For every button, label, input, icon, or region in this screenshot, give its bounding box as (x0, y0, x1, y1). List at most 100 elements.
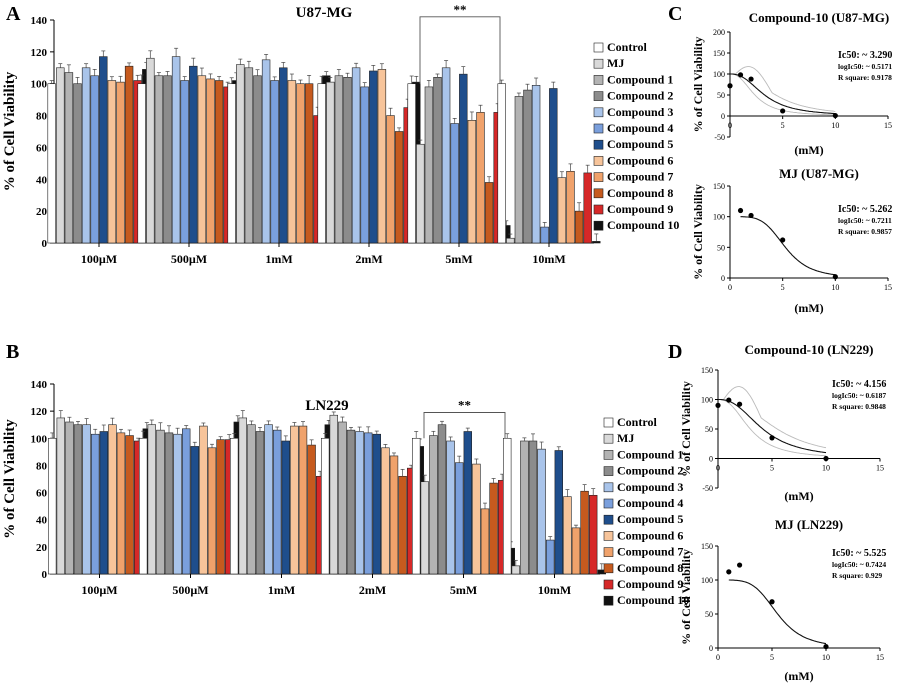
y-tick-label: 0 (42, 569, 48, 581)
bar-compound-8-10mm (574, 210, 584, 244)
bar-compound-3-500-m (171, 56, 181, 244)
data-point (726, 397, 732, 403)
bar-compound-7-100-m (116, 432, 126, 575)
x-tick-label: 10 (831, 283, 839, 292)
bar-compound-8-100-m (125, 435, 134, 575)
bar-control-10mm (497, 83, 506, 244)
data-point (737, 72, 744, 78)
x-tick-label: 5 (781, 121, 785, 130)
legend-entry-compound-10: Compound 10 (617, 593, 689, 607)
bar-control-100-m (47, 437, 57, 575)
x-tick-label: 5 (781, 283, 785, 292)
y-tick-label: 80 (36, 460, 48, 472)
legend-swatch-mj (603, 433, 614, 444)
y-tick-label: 50 (717, 91, 725, 100)
legend-swatch-compound-7 (593, 172, 604, 182)
x-axis-label: (mM) (784, 669, 813, 683)
legend-swatch-compound-6 (593, 156, 604, 166)
bar-compound-7-100-m (116, 81, 125, 244)
stat-line: logIc50: ~ 0.7424 (832, 560, 886, 569)
bar-compound-2-1mm (255, 431, 265, 575)
legend-swatch-control (593, 42, 604, 53)
y-tick-label: 100 (31, 79, 48, 91)
x-axis-label: (mM) (784, 489, 813, 503)
x-tick-label: 0 (716, 653, 720, 662)
data-point (823, 455, 829, 462)
bar-compound-8-100-m (124, 65, 134, 244)
bar-compound-1-500-m (156, 429, 165, 575)
legend-swatch-compound-3 (593, 107, 604, 118)
x-tick-label: 15 (876, 653, 884, 662)
x-tick-label: 5mM (445, 252, 472, 266)
bar-compound-7-500-m (206, 78, 215, 244)
x-tick-label: 1mM (265, 252, 292, 266)
bar-compound-4-500-m (180, 80, 189, 244)
y-tick-label: 0 (721, 112, 725, 121)
data-point (780, 108, 786, 114)
legend-entry-compound-4: Compound 4 (617, 496, 683, 510)
x-tick-label: 2mM (355, 252, 382, 266)
x-tick-label: 1mM (268, 583, 295, 597)
bar-mj-1mm (236, 64, 245, 244)
panel-letter-a: A (6, 3, 21, 25)
bar-compound-3-2mm (351, 67, 361, 244)
y-axis-label: % of Cell Viability (679, 549, 693, 645)
bar-compound-4-500-m (182, 428, 191, 575)
legend-entry-mj: MJ (617, 431, 634, 445)
bar-compound-7-1mm (298, 425, 308, 575)
bar-mj-100-m (56, 67, 65, 244)
bar-compound-5-100-m (99, 56, 108, 244)
bar-compound-4-5mm (454, 462, 464, 575)
x-tick-label: 15 (876, 464, 884, 473)
bar-compound-4-1mm (272, 429, 282, 575)
y-tick-label: 150 (701, 542, 713, 551)
data-point (769, 599, 775, 605)
bar-mj-10mm (506, 237, 515, 244)
bar-compound-5-2mm (372, 433, 381, 575)
bar-compound-8-2mm (398, 475, 407, 575)
data-point (748, 76, 754, 82)
bar-compound-3-5mm (441, 67, 451, 244)
bar-compound-2-2mm (346, 429, 356, 575)
bar-compound-5-10mm (554, 450, 564, 575)
y-tick-label: 100 (713, 70, 725, 79)
stat-line: Ic50: ~ 3.290 (838, 50, 892, 61)
legend-entry-compound-5: Compound 5 (617, 512, 683, 526)
legend-entry-compound-5: Compound 5 (607, 137, 673, 151)
legend-swatch-compound-1 (593, 75, 604, 85)
panel-letters: A B C D (6, 3, 682, 363)
legend-entry-control: Control (607, 40, 647, 54)
y-tick-label: 40 (36, 174, 48, 186)
bar-compound-2-2mm (343, 77, 352, 244)
bar-compound-4-2mm (360, 86, 369, 244)
bar-mj-10mm (511, 565, 520, 575)
chart-title: LN229 (305, 398, 348, 414)
bar-mj-2mm (329, 414, 338, 575)
bar-mj-5mm (420, 481, 429, 575)
y-axis-label: % of Cell Viability (2, 71, 18, 191)
y-tick-label: 120 (31, 406, 48, 418)
bar-compound-6-500-m (197, 75, 207, 244)
legend-entry-compound-3: Compound 3 (617, 480, 683, 494)
legend-entry-compound-1: Compound 1 (617, 447, 683, 461)
significance-label: ** (454, 2, 467, 17)
y-tick-label: 50 (717, 243, 725, 252)
y-tick-label: 40 (36, 515, 48, 527)
significance-bracket (423, 412, 506, 439)
bar-compound-6-1mm (290, 425, 299, 575)
x-tick-label: 5mM (450, 583, 477, 597)
bar-compound-5-2mm (369, 70, 378, 244)
bar-compound-3-500-m (173, 433, 182, 575)
bar-mj-1mm (238, 417, 247, 575)
bar-compound-5-500-m (190, 446, 199, 575)
bar-compound-4-100-m (90, 75, 99, 244)
data-point (726, 569, 732, 575)
chart-title: Compound-10 (LN229) (745, 342, 874, 357)
bar-compound-8-5mm (484, 182, 494, 244)
legend-swatch-compound-2 (593, 91, 604, 101)
legend-swatch-compound-5 (603, 514, 614, 525)
legend-swatch-control (603, 417, 614, 428)
legend-entry-compound-8: Compound 8 (607, 186, 673, 200)
bar-compound-3-2mm (355, 431, 364, 575)
data-point (832, 112, 838, 119)
